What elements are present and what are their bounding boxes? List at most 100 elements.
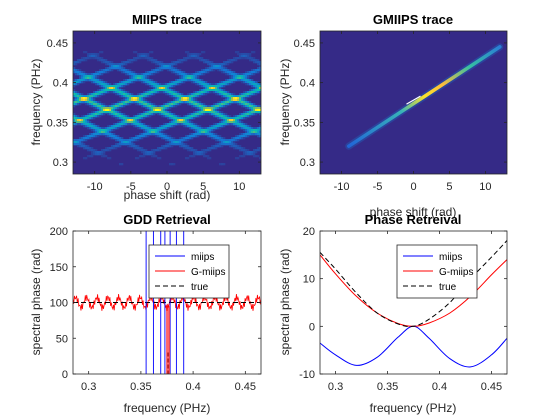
heatmap-cell (183, 81, 186, 84)
heatmap-cell (221, 163, 224, 166)
heatmap-cell (143, 111, 146, 114)
heatmap-cell (75, 79, 78, 82)
heatmap-cell (227, 59, 230, 62)
heatmap-cell (171, 105, 174, 108)
heatmap-cell (247, 75, 250, 78)
heatmap-cell (229, 119, 232, 122)
heatmap-cell (141, 135, 144, 138)
heatmap-cell (233, 79, 236, 82)
heatmap-cell (253, 133, 256, 136)
heatmap-cell (191, 75, 194, 78)
heatmap-cell (187, 125, 190, 128)
heatmap-cell (239, 149, 242, 152)
heatmap-cell (181, 59, 184, 62)
heatmap-cell (139, 75, 142, 78)
heatmap-cell (237, 121, 240, 124)
heatmap-cell (253, 51, 256, 54)
heatmap-cell (211, 91, 214, 94)
heatmap-cell (237, 73, 240, 76)
heatmap-cell (79, 139, 82, 142)
heatmap-cell (145, 73, 148, 76)
heatmap-cell (231, 143, 234, 146)
heatmap-cell (229, 121, 232, 124)
heatmap-cell (107, 61, 110, 64)
heatmap-cell (127, 139, 130, 142)
heatmap-cell (153, 81, 156, 84)
heatmap-cell (113, 127, 116, 130)
heatmap-cell (139, 113, 142, 116)
heatmap-cell (221, 85, 224, 88)
heatmap-cell (97, 153, 100, 156)
heatmap-cell (139, 103, 142, 106)
heatmap-cell (121, 143, 124, 146)
heatmap-cell (179, 139, 182, 142)
heatmap-cell (115, 65, 118, 68)
heatmap-cell (177, 61, 180, 64)
heatmap-cell (225, 143, 228, 146)
heatmap-cell (149, 51, 152, 54)
heatmap-cell (235, 135, 238, 138)
heatmap-cell (237, 101, 240, 104)
heatmap-cell (75, 139, 78, 142)
heatmap-cell (223, 143, 226, 146)
heatmap-cell (137, 123, 140, 126)
heatmap-cell (141, 55, 144, 58)
heatmap-cell (83, 135, 86, 138)
heatmap-cell (159, 91, 162, 94)
heatmap-cell (233, 123, 236, 126)
heatmap-cell (109, 149, 112, 152)
heatmap-cell (199, 91, 202, 94)
heatmap-cell (169, 67, 172, 70)
heatmap-cell (189, 73, 192, 76)
heatmap-cell (163, 87, 166, 90)
heatmap-cell (107, 129, 110, 132)
heatmap-cell (179, 69, 182, 72)
heatmap-cell (233, 77, 236, 80)
heatmap-cell (117, 135, 120, 138)
heatmap-cell (137, 77, 140, 80)
heatmap-cell (221, 113, 224, 116)
heatmap-cell (119, 143, 122, 146)
heatmap-cell (175, 117, 178, 120)
heatmap-cell (109, 133, 112, 136)
heatmap-cell (77, 61, 80, 64)
heatmap-cell (255, 91, 258, 94)
heatmap-cell (205, 83, 208, 86)
heatmap-cell (251, 153, 254, 156)
heatmap-cell (159, 135, 162, 138)
heatmap-cell (223, 93, 226, 96)
heatmap-cell (123, 83, 126, 86)
heatmap-cell (239, 57, 242, 60)
heatmap-cell (201, 107, 204, 110)
heatmap-cell (105, 109, 108, 112)
heatmap-cell (133, 51, 136, 54)
heatmap-cell (211, 69, 214, 72)
heatmap-cell (229, 81, 232, 84)
heatmap-cell (119, 87, 122, 90)
heatmap-cell (115, 89, 118, 92)
heatmap-cell (167, 123, 170, 126)
heatmap-cell (233, 73, 236, 76)
heatmap-cell (223, 85, 226, 88)
heatmap-cell (181, 75, 184, 78)
heatmap-cell (193, 129, 196, 132)
heatmap-cell (259, 125, 261, 128)
heatmap-cell (121, 81, 124, 84)
heatmap-cell (145, 149, 148, 152)
heatmap-cell (93, 117, 96, 120)
heatmap-cell (167, 115, 170, 118)
heatmap-cell (77, 99, 80, 102)
heatmap-cell (215, 139, 218, 142)
heatmap-cell (75, 117, 78, 120)
heatmap-cell (241, 79, 244, 82)
heatmap-cell (103, 61, 106, 64)
heatmap-cell (149, 129, 152, 132)
heatmap-cell (215, 137, 218, 140)
heatmap-cell (235, 115, 238, 118)
heatmap-cell (147, 115, 150, 118)
series-g-miips-spike (166, 306, 171, 374)
heatmap-cell (127, 81, 130, 84)
heatmap-cell (195, 57, 198, 60)
heatmap-cell (225, 69, 228, 72)
heatmap-cell (185, 125, 188, 128)
